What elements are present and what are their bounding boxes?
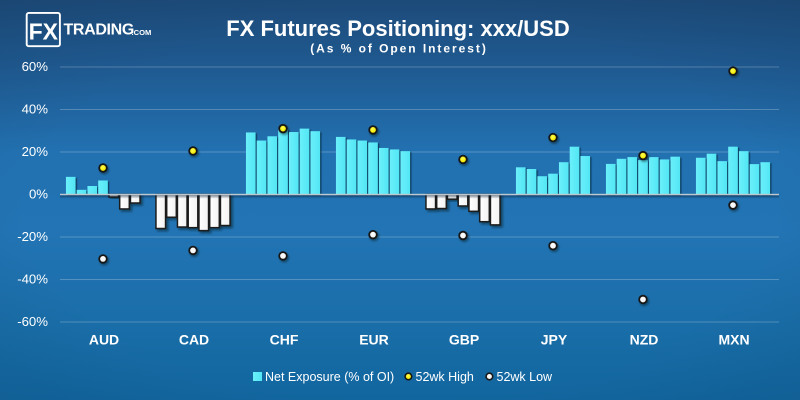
svg-text:CAD: CAD [179, 332, 209, 348]
svg-text:60%: 60% [22, 59, 49, 74]
svg-text:20%: 20% [22, 144, 49, 159]
svg-text:FX Futures Positioning: xxx/US: FX Futures Positioning: xxx/USD [226, 16, 569, 41]
svg-text:JPY: JPY [541, 332, 568, 348]
svg-text:.COM: .COM [132, 28, 152, 37]
svg-text:AUD: AUD [89, 332, 119, 348]
svg-text:TRADING: TRADING [64, 21, 134, 38]
svg-text:MXN: MXN [718, 332, 749, 348]
svg-text:(As % of Open Interest): (As % of Open Interest) [310, 42, 488, 56]
svg-text:NZD: NZD [630, 332, 659, 348]
svg-text:GBP: GBP [449, 332, 479, 348]
svg-text:40%: 40% [22, 102, 49, 117]
svg-text:Net Exposure (% of OI): Net Exposure (% of OI) [265, 370, 394, 384]
svg-text:52wk High: 52wk High [416, 370, 474, 384]
svg-text:FX: FX [29, 18, 59, 44]
svg-text:52wk Low: 52wk Low [497, 370, 554, 384]
svg-text:-40%: -40% [17, 272, 48, 287]
svg-text:-20%: -20% [17, 229, 48, 244]
svg-text:0%: 0% [29, 187, 48, 202]
svg-text:EUR: EUR [359, 332, 389, 348]
svg-text:CHF: CHF [270, 332, 299, 348]
svg-text:-60%: -60% [17, 314, 48, 329]
